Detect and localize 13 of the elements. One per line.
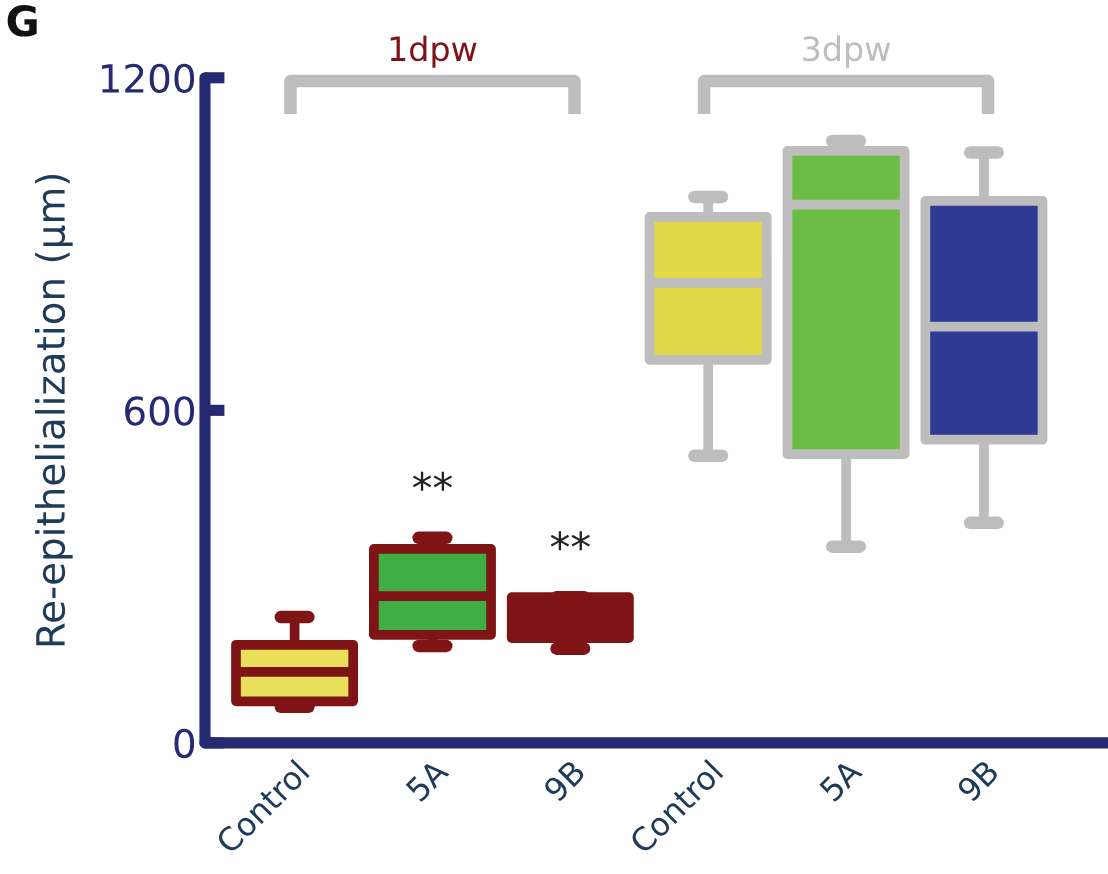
annotation: ** xyxy=(550,531,590,551)
text: 1dpw xyxy=(390,35,477,68)
x-tick-label: 5A xyxy=(405,757,450,803)
text: G xyxy=(7,5,37,37)
annotation: ** xyxy=(412,471,453,491)
y-tick-label: 1200 xyxy=(101,63,195,94)
x-tick-label: 9B xyxy=(542,758,587,803)
text: 3dpw xyxy=(803,35,891,68)
y-tick-label: 600 xyxy=(125,396,195,426)
x-tick-label: 5A xyxy=(818,757,864,803)
y-axis-title: Re-epithelialization (µm) xyxy=(35,174,73,646)
y-tick-label: 0 xyxy=(174,728,195,759)
x-tick-label: 9B xyxy=(955,758,1000,803)
